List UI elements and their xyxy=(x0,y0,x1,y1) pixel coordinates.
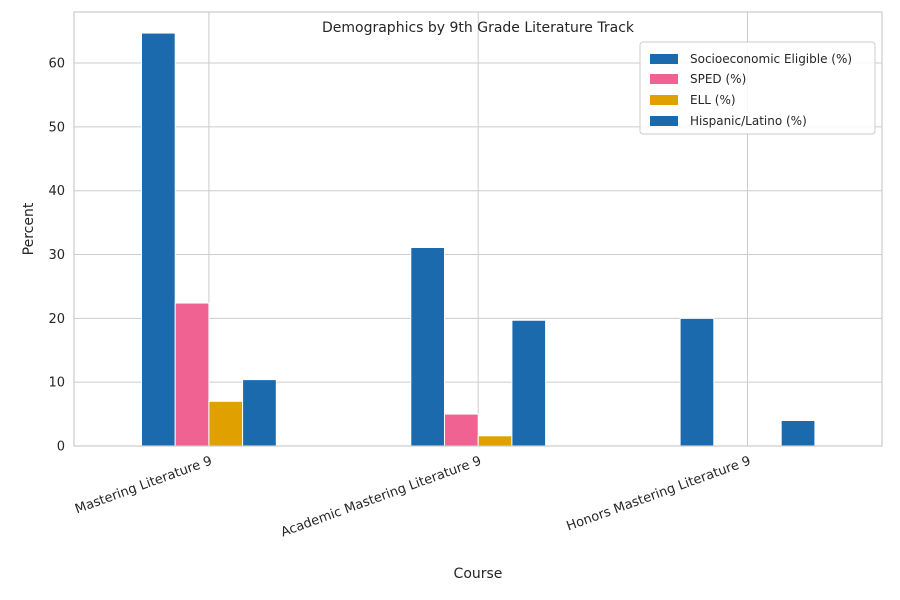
legend-swatch-ell xyxy=(650,95,678,105)
x-axis-label: Course xyxy=(454,566,503,582)
y-tick-label: 20 xyxy=(48,312,65,327)
legend-label-hispanic: Hispanic/Latino (%) xyxy=(690,114,807,128)
legend-label-ell: ELL (%) xyxy=(690,93,736,107)
bar xyxy=(444,413,479,447)
bar xyxy=(141,32,176,447)
legend: Socioeconomic Eligible (%) SPED (%) ELL … xyxy=(639,41,876,135)
y-axis-label: Percent xyxy=(21,202,37,255)
plot-frame xyxy=(73,11,883,447)
legend-swatch-sped xyxy=(650,74,678,84)
bar xyxy=(511,319,547,447)
legend-swatch-hispanic xyxy=(650,116,678,126)
bar xyxy=(208,400,244,447)
legend-box xyxy=(639,41,876,135)
legend-label-sped: SPED (%) xyxy=(690,72,746,86)
chart-title: Demographics by 9th Grade Literature Tra… xyxy=(322,20,635,36)
bar xyxy=(477,435,513,447)
bar xyxy=(780,419,816,447)
y-tick-label: 10 xyxy=(48,376,65,391)
bar xyxy=(242,379,277,447)
y-tick-label: 0 xyxy=(57,440,65,455)
bar xyxy=(174,302,210,447)
bar xyxy=(410,247,445,447)
y-tick-label: 40 xyxy=(48,184,65,199)
y-tick-label: 60 xyxy=(48,57,65,72)
bars-layer xyxy=(141,32,816,447)
y-tick-label: 50 xyxy=(48,120,65,135)
bar xyxy=(679,317,715,447)
legend-swatch-socioeconomic xyxy=(650,54,678,64)
y-tick-label: 30 xyxy=(48,248,65,263)
legend-label-socioeconomic: Socioeconomic Eligible (%) xyxy=(690,52,852,66)
y-tick-labels: 0 10 20 30 40 50 60 xyxy=(48,57,65,455)
